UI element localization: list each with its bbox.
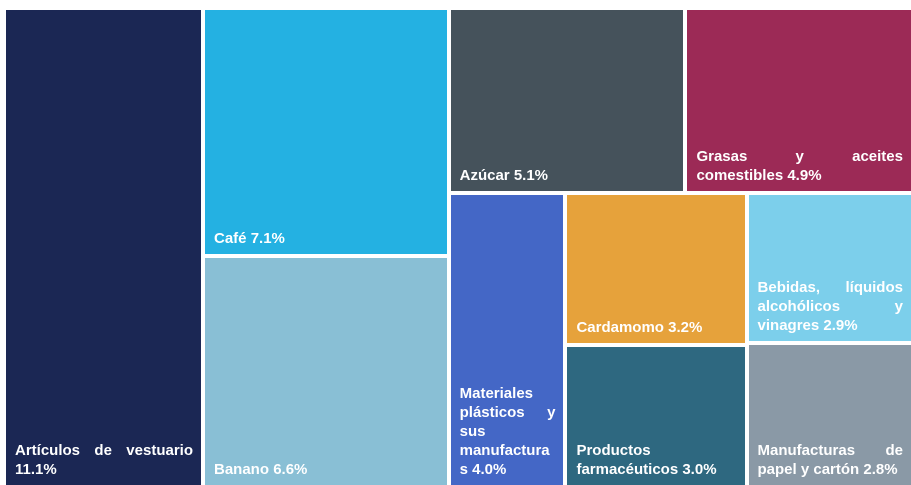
tile: Banano 6.6% bbox=[205, 258, 447, 485]
tile: Productos farmacéuticos 3.0% bbox=[567, 346, 745, 485]
value-label: 2.9% bbox=[823, 316, 858, 334]
tile-label: Materiales plásticos y sus manufacturas … bbox=[460, 384, 556, 479]
value-label: 3.2% bbox=[668, 318, 703, 336]
tile-label: Productos farmacéuticos 3.0% bbox=[576, 441, 736, 479]
tile-label: Manufacturas de papel y cartón 2.8% bbox=[758, 441, 903, 479]
tile: Bebidas, líquidos alcohólicos y vinagres… bbox=[748, 194, 911, 341]
tile-label: Café 7.1% bbox=[214, 229, 439, 248]
tile-label: Azúcar 5.1% bbox=[460, 166, 676, 185]
value-label: 4.9% bbox=[787, 166, 822, 184]
tile-label: Cardamomo 3.2% bbox=[576, 318, 736, 337]
tile: Artículos de vestuario 11.1% bbox=[6, 10, 201, 485]
tile-label: Bebidas, líquidos alcohólicos y vinagres… bbox=[758, 278, 903, 335]
category-name: Productos farmacéuticos bbox=[576, 441, 679, 478]
category-name: Artículos de vestuario bbox=[15, 442, 193, 459]
category-name: Grasas y aceites comestibles bbox=[696, 147, 903, 184]
value-label: 5.1% bbox=[513, 166, 549, 184]
category-name: Azúcar bbox=[459, 166, 510, 184]
value-label: 11.1% bbox=[15, 461, 57, 478]
value-label: 2.8% bbox=[863, 460, 898, 478]
tile-label: Banano 6.6% bbox=[214, 460, 439, 479]
tile: Grasas y aceites comestibles 4.9% bbox=[687, 10, 911, 191]
tile-label: Grasas y aceites comestibles 4.9% bbox=[696, 147, 903, 185]
tile: Café 7.1% bbox=[205, 10, 447, 255]
value-label: 7.1% bbox=[250, 230, 285, 248]
category-name: Bebidas, líquidos alcohólicos y vinagres bbox=[757, 278, 903, 334]
tile: Azúcar 5.1% bbox=[450, 10, 684, 191]
value-label: 6.6% bbox=[273, 460, 308, 478]
tile: Manufacturas de papel y cartón 2.8% bbox=[748, 344, 911, 485]
tile: Cardamomo 3.2% bbox=[567, 194, 745, 343]
value-label: 3.0% bbox=[682, 460, 717, 478]
category-name: Manufacturas de papel y cartón bbox=[757, 441, 903, 478]
tile-label: Artículos de vestuario 11.1% bbox=[15, 441, 193, 479]
category-name: Materiales plásticos y sus manufacturas bbox=[459, 384, 556, 478]
category-name: Café bbox=[214, 230, 247, 248]
tile: Materiales plásticos y sus manufacturas … bbox=[450, 194, 564, 485]
category-name: Banano bbox=[214, 460, 270, 478]
category-name: Cardamomo bbox=[576, 318, 664, 336]
value-label: 4.0% bbox=[472, 460, 507, 478]
